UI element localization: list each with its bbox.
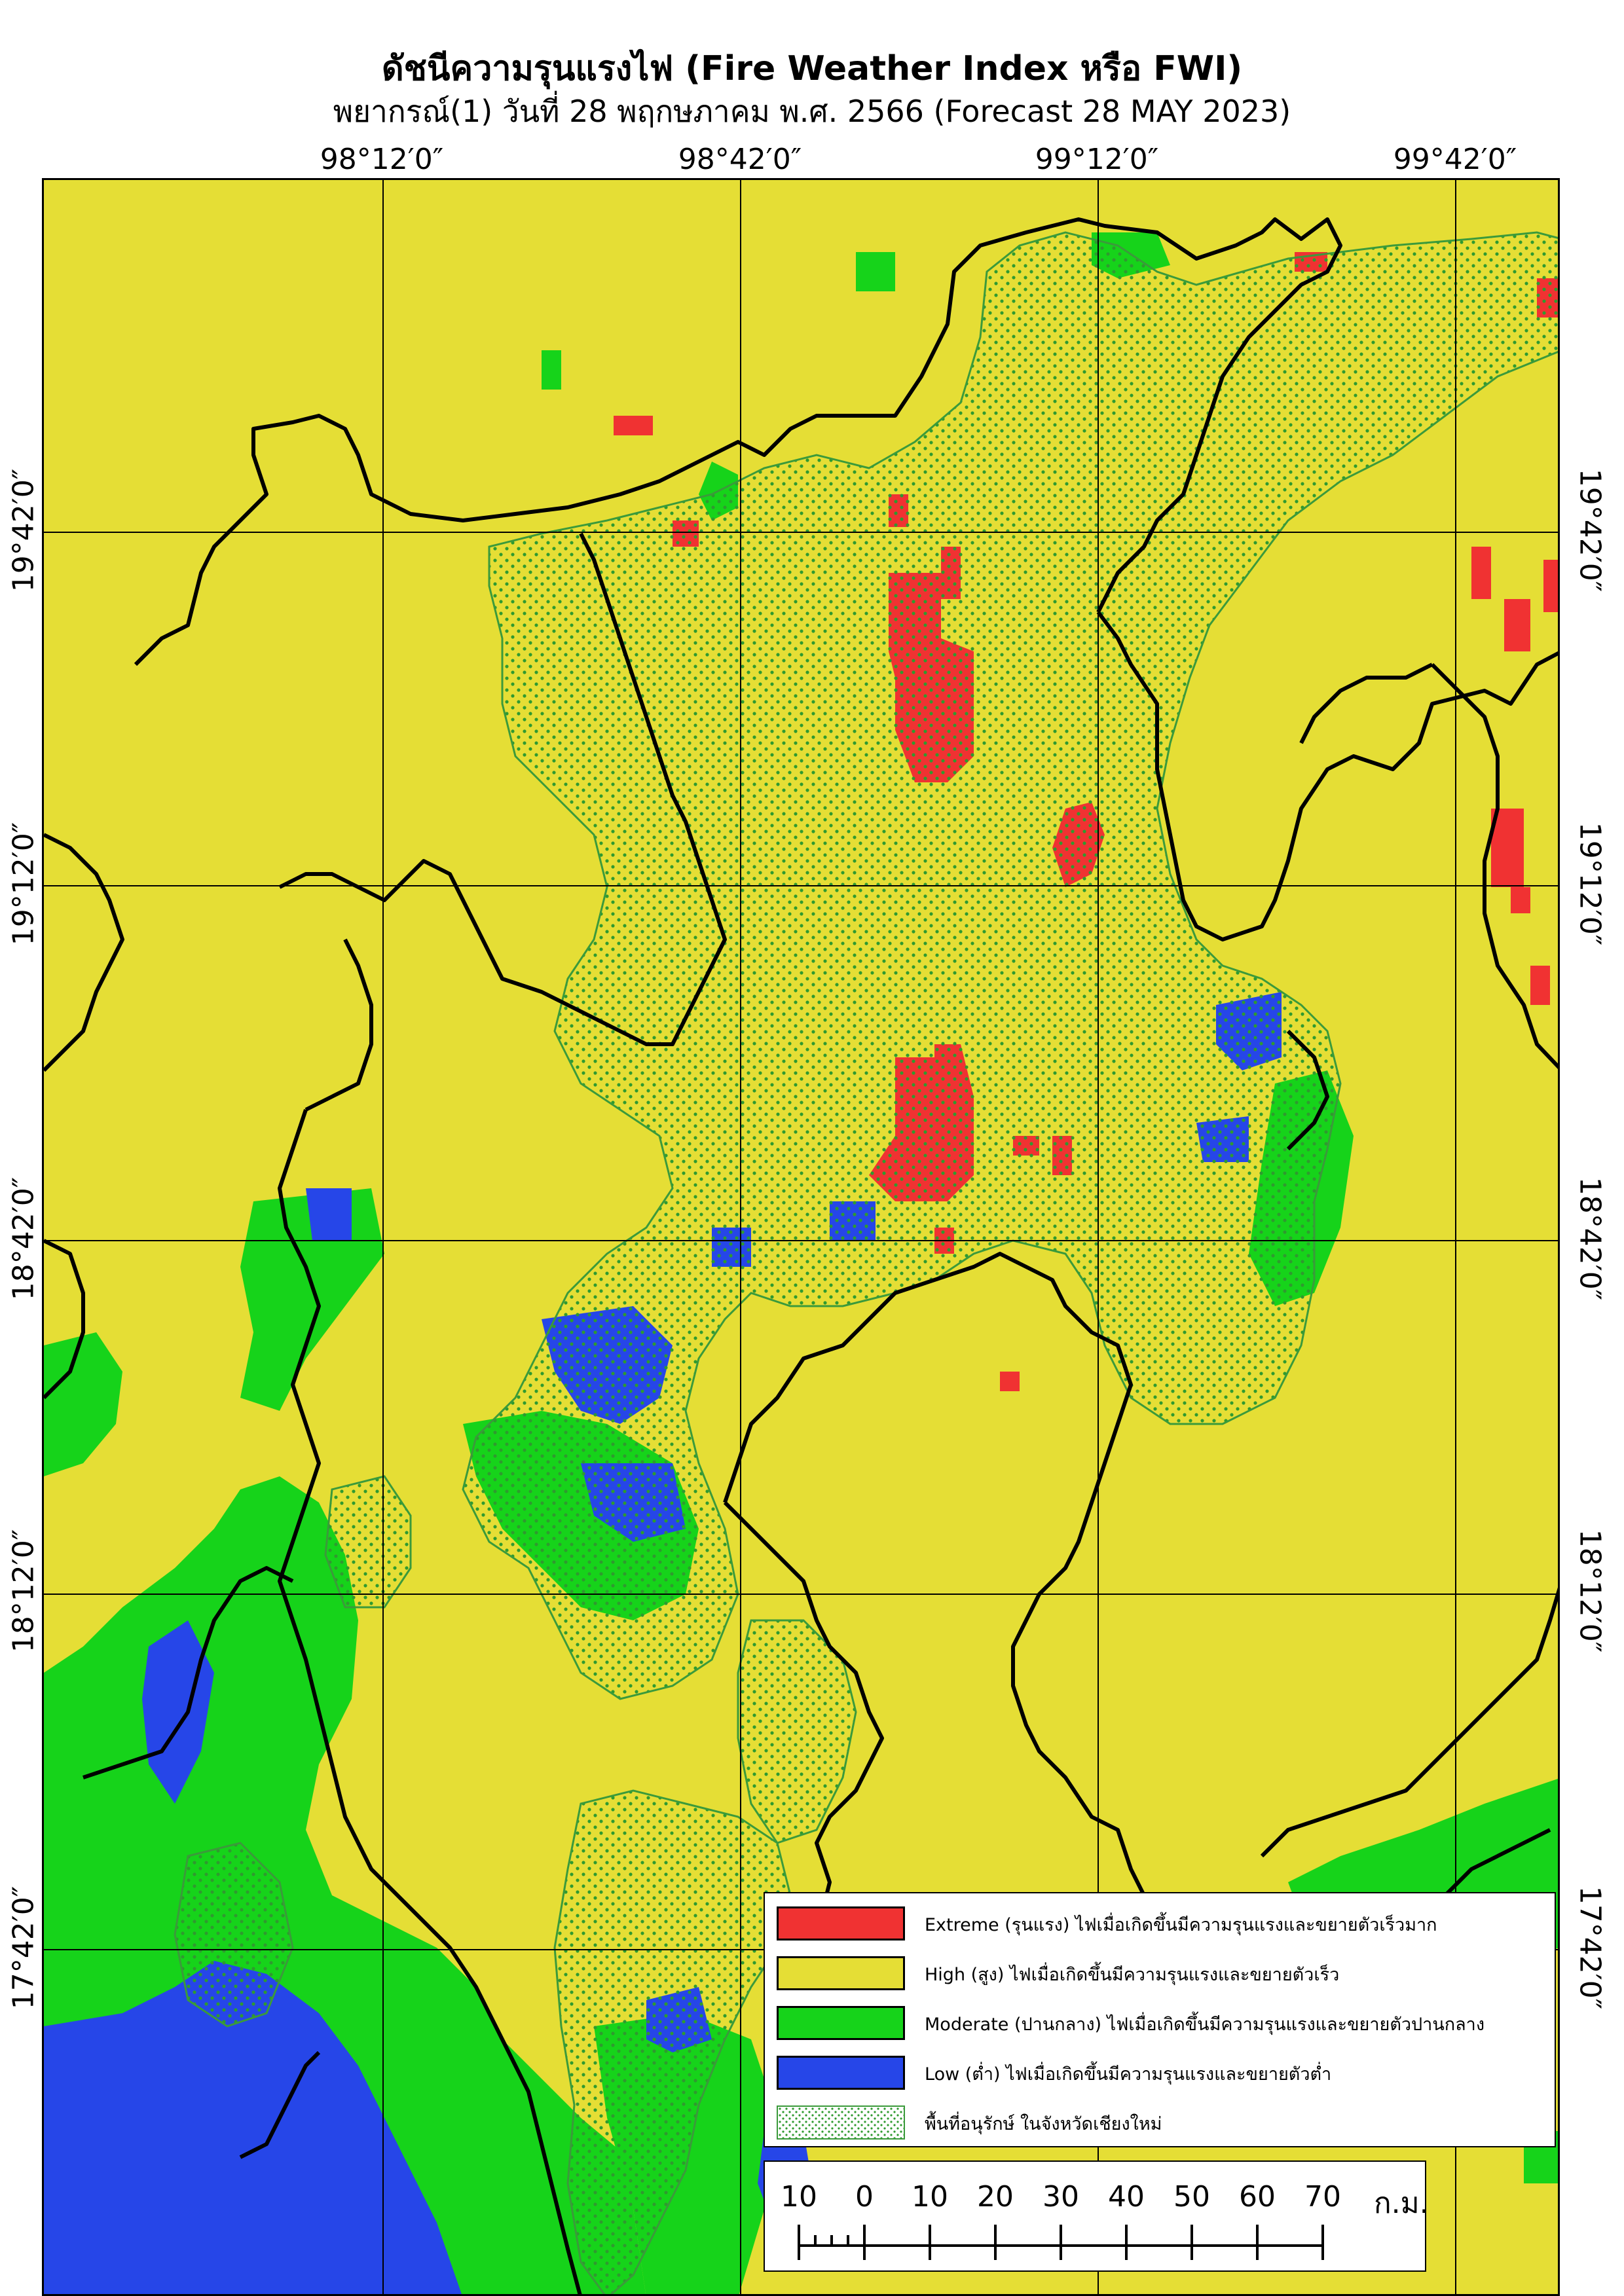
lat-label-left: 19°42′0″: [7, 468, 41, 592]
legend-label-extreme: Extreme (รุนแรง) ไฟเมื่อเกิดขึ้นมีความรุ…: [925, 1915, 1437, 1935]
legend-swatch-high: [777, 1956, 905, 1990]
legend-swatch-low: [777, 2056, 905, 2090]
scale-tick-label: 0: [855, 2180, 874, 2214]
lat-label-right: 18°42′0″: [1573, 1176, 1607, 1301]
legend-swatch-conservation: [777, 2105, 905, 2140]
scale-ruler: [798, 2225, 1324, 2260]
legend-swatch-moderate: [777, 2006, 905, 2040]
lat-label-right: 17°42′0″: [1573, 1886, 1607, 2010]
legend-item-low: Low (ต่ำ) ไฟเมื่อเกิดขึ้นมีความรุนแรงและ…: [771, 2050, 1551, 2095]
lat-label-left: 17°42′0″: [7, 1886, 41, 2010]
lat-label-right: 19°12′0″: [1573, 822, 1607, 946]
legend-label-low: Low (ต่ำ) ไฟเมื่อเกิดขึ้นมีความรุนแรงและ…: [925, 2064, 1332, 2085]
lat-label-right: 19°42′0″: [1573, 468, 1607, 592]
map-title: ดัชนีความรุนแรงไฟ (Fire Weather Index หร…: [381, 49, 1243, 88]
map-subtitle: พยากรณ์(1) วันที่ 28 พฤกษภาคม พ.ศ. 2566 …: [333, 94, 1291, 129]
scale-unit: ก.ม.: [1374, 2187, 1429, 2220]
lon-label-top: 98°12′0″: [320, 143, 444, 176]
lat-label-right: 18°12′0″: [1573, 1529, 1607, 1653]
scale-tick-label: 30: [1043, 2180, 1079, 2214]
scale-tick-label: 20: [977, 2180, 1014, 2214]
legend-label-conservation: พื้นที่อนุรักษ์ ในจังหวัดเชียงใหม่: [925, 2114, 1162, 2134]
lon-label-top: 99°12′0″: [1035, 143, 1159, 176]
legend-label-moderate: Moderate (ปานกลาง) ไฟเมื่อเกิดขึ้นมีความ…: [925, 2014, 1485, 2035]
legend-item-conservation: พื้นที่อนุรักษ์ ในจังหวัดเชียงใหม่: [771, 2100, 1551, 2145]
scale-tick-label: 70: [1304, 2180, 1341, 2214]
map-canvas: [44, 180, 1558, 2294]
legend-label-high: High (สูง) ไฟเมื่อเกิดขึ้นมีความรุนแรงแล…: [925, 1965, 1340, 1985]
scale-tick-label: 10: [912, 2180, 948, 2214]
scale-bar: 10 0 10 20 30 40 50 60 70 ก.ม.: [764, 2160, 1429, 2272]
scale-tick-label: 60: [1239, 2180, 1276, 2214]
scale-tick-label: 40: [1108, 2180, 1145, 2214]
legend-item-moderate: Moderate (ปานกลาง) ไฟเมื่อเกิดขึ้นมีความ…: [771, 2001, 1551, 2045]
legend-item-extreme: Extreme (รุนแรง) ไฟเมื่อเกิดขึ้นมีความรุ…: [771, 1901, 1551, 1946]
legend-swatch-extreme: [777, 1906, 905, 1941]
lon-label-top: 99°42′0″: [1393, 143, 1517, 176]
scale-tick-label: 50: [1173, 2180, 1210, 2214]
lat-label-left: 18°12′0″: [7, 1529, 41, 1653]
scale-tick-label: 10: [781, 2180, 817, 2214]
lat-label-left: 19°12′0″: [7, 822, 41, 946]
legend: Extreme (รุนแรง) ไฟเมื่อเกิดขึ้นมีความรุ…: [764, 1892, 1556, 2147]
lon-label-top: 98°42′0″: [678, 143, 802, 176]
legend-item-high: High (สูง) ไฟเมื่อเกิดขึ้นมีความรุนแรงแล…: [771, 1951, 1551, 1995]
lat-label-left: 18°42′0″: [7, 1176, 41, 1301]
conservation-areas: [174, 231, 1558, 2294]
